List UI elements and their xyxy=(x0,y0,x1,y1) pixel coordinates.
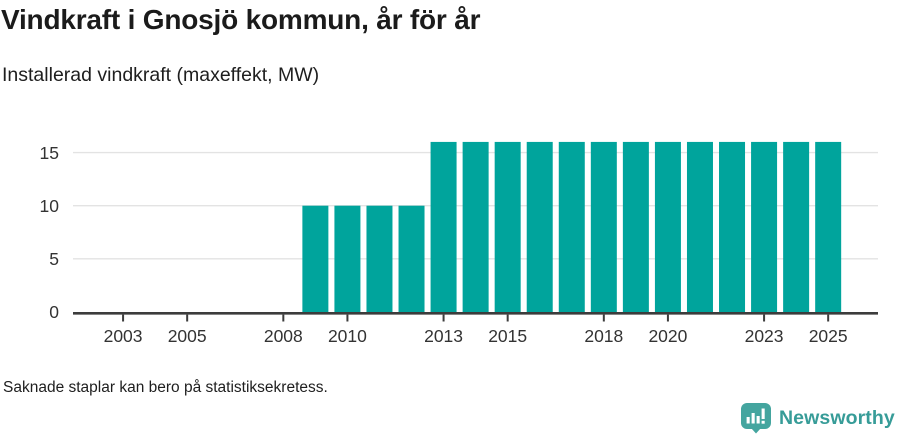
y-tick-label-0: 0 xyxy=(49,302,59,322)
y-tick-label-5: 5 xyxy=(49,249,59,269)
y-tick-label-10: 10 xyxy=(40,196,60,216)
logo-exclamation-stem xyxy=(761,408,765,419)
chart-title: Vindkraft i Gnosjö kommun, år för år xyxy=(1,4,481,35)
bar-2019 xyxy=(622,141,649,312)
bar-chart-svg: 2003 2005 2008 2010 2013 2015 2018 2020 2023 2025… xyxy=(40,141,878,346)
bar-2013 xyxy=(430,141,457,312)
bar-2021 xyxy=(686,141,713,312)
x-tick-label-2013: 2013 xyxy=(424,326,463,346)
bar-2012 xyxy=(398,205,425,312)
logo-bar-1 xyxy=(746,417,750,424)
x-tick-label-2015: 2015 xyxy=(488,326,527,346)
x-tick-label-2008: 2008 xyxy=(264,326,303,346)
bar-2016 xyxy=(526,141,553,312)
newsworthy-wordmark: Newsworthy xyxy=(779,407,895,429)
x-tick-label-2018: 2018 xyxy=(584,326,623,346)
bar-2020 xyxy=(654,141,681,312)
bar-2009 xyxy=(302,205,329,312)
chart-subtitle: Installerad vindkraft (maxeffekt, MW) xyxy=(2,64,320,86)
bar-2024 xyxy=(783,141,810,312)
bar-chart: 2003 2005 2008 2010 2013 2015 2018 2020 2023 2025… xyxy=(0,118,900,360)
bar-2018 xyxy=(590,141,617,312)
bar-2015 xyxy=(494,141,521,312)
footnote: Saknade staplar kan bero på statistiksek… xyxy=(3,379,328,396)
x-tick-label-2023: 2023 xyxy=(745,326,784,346)
bar-2010 xyxy=(334,205,361,312)
y-tick-label-15: 15 xyxy=(40,143,59,163)
bar-2017 xyxy=(558,141,585,312)
x-tick-label-2010: 2010 xyxy=(328,326,367,346)
newsworthy-icon xyxy=(741,403,771,434)
bar-2014 xyxy=(462,141,489,312)
logo-bar-2 xyxy=(751,413,755,424)
bar-2023 xyxy=(751,141,778,312)
bar-2022 xyxy=(719,141,746,312)
x-tick-label-2003: 2003 xyxy=(104,326,143,346)
x-tick-label-2005: 2005 xyxy=(168,326,207,346)
x-tick-label-2025: 2025 xyxy=(809,326,848,346)
bar-2011 xyxy=(366,205,393,312)
newsworthy-logo: Newsworthy xyxy=(740,402,895,435)
logo-exclamation-dot xyxy=(761,420,765,424)
logo-bar-3 xyxy=(756,416,760,424)
bar-2025 xyxy=(815,141,842,312)
x-tick-label-2020: 2020 xyxy=(648,326,687,346)
